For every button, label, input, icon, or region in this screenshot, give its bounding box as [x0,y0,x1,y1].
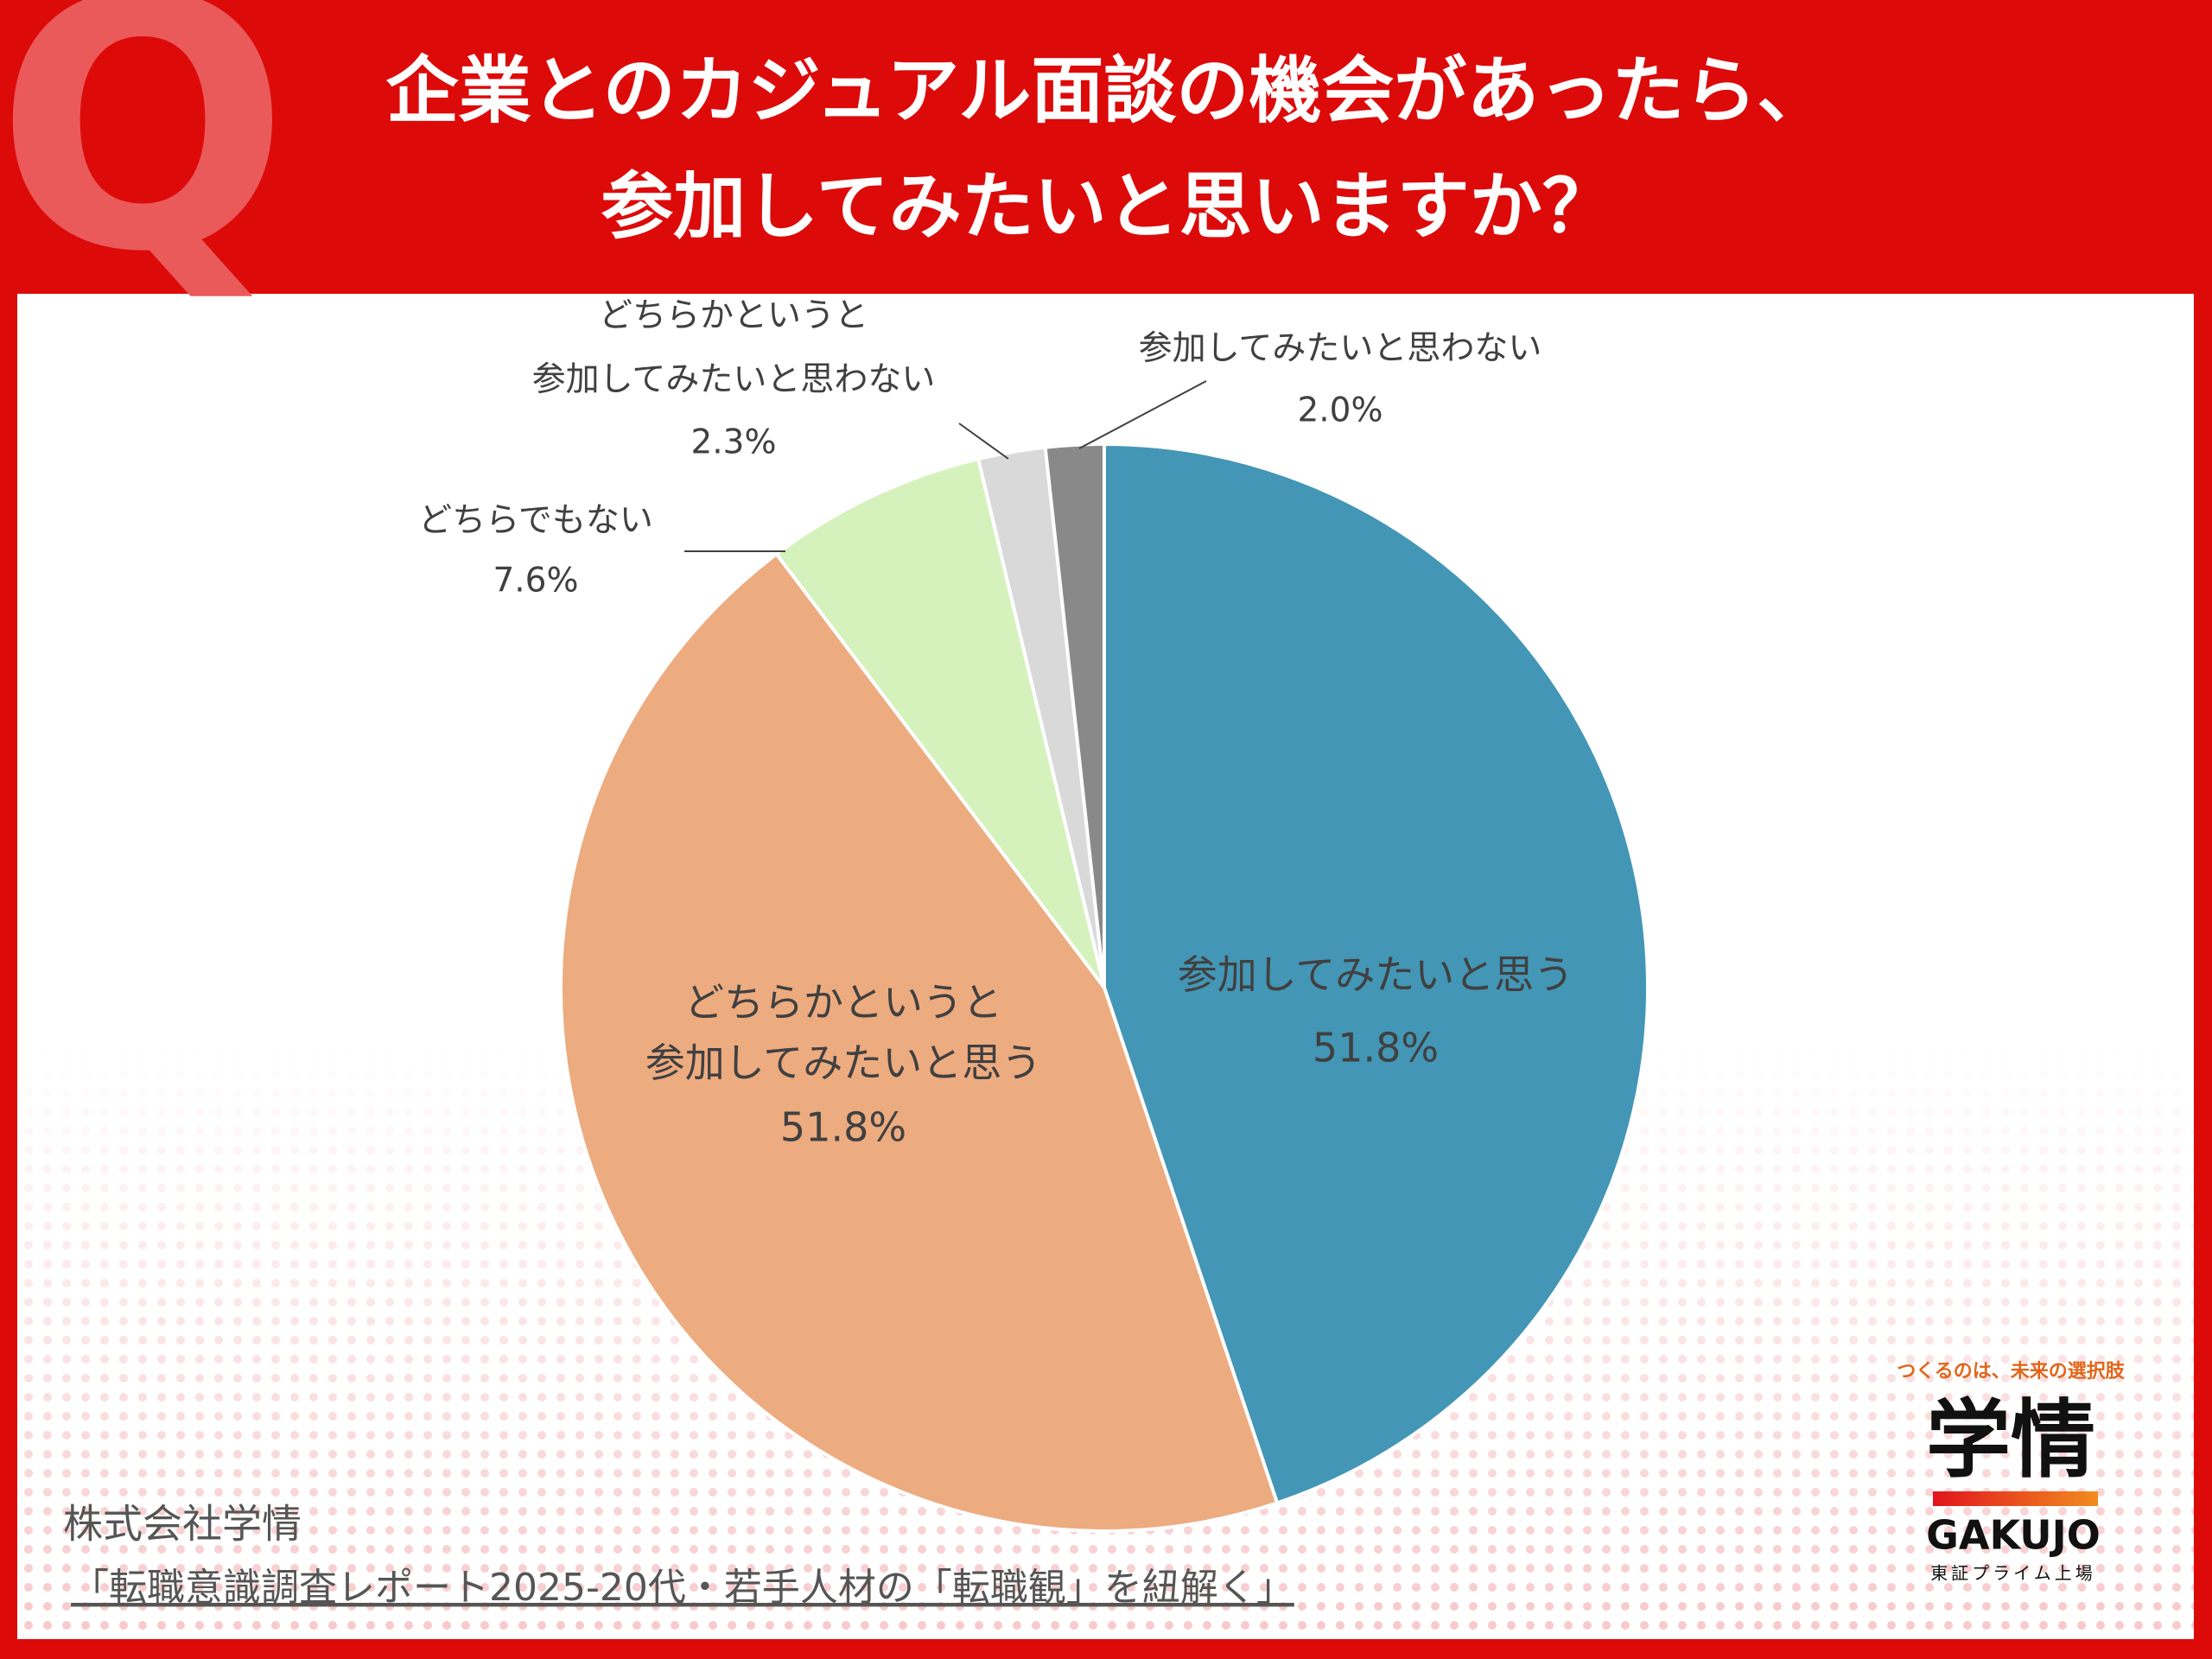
pie-slice [1043,442,1106,988]
category-label: どちらでもない [418,501,653,540]
category-label: どちらかというと参加してみたいと思う [645,979,1042,1086]
pie [559,442,1649,1533]
pie-slice [773,456,1106,989]
logo-bar [1933,1491,2098,1506]
title-line: 企業とのカジュアル面談の機会があったら、 [386,48,1830,133]
pie-slice [1103,442,1649,1505]
leader-line [958,423,1009,460]
value-label: 51.8% [1313,1025,1439,1071]
logo-name: 学情 [1926,1391,2095,1490]
category-label: 参加してみたいと思わない [1139,329,1542,368]
category-label: 参加してみたいと思う [1178,951,1574,998]
pie-slice [559,551,1280,1533]
leader-line [1078,380,1207,449]
value-label: 2.0% [1297,391,1382,430]
value-label: 2.3% [690,423,776,462]
q-mark: Q [0,0,289,327]
category-label: どちらかというと参加してみたいと思わない [532,296,936,399]
value-label: 7.6% [493,562,578,601]
logo-roman: GAKUJO [1926,1512,2101,1559]
source-report[interactable]: 「転職意識調査レポート2025-20代・若手人材の「転職観」を紐解く」 [71,1566,1294,1610]
labels: 参加してみたいと思う 51.8% どちらかというと参加してみたいと思う 51.8% どち… [418,296,1573,1151]
source-company: 株式会社学情 [63,1501,302,1548]
value-label: 51.8% [780,1104,906,1151]
logo-tagline: つくるのは、未来の選択肢 [1897,1361,2126,1382]
title-line: 参加してみたいと思いますか？ [601,164,1614,249]
logo-listing: 東証プライム上場 [1930,1563,2096,1584]
